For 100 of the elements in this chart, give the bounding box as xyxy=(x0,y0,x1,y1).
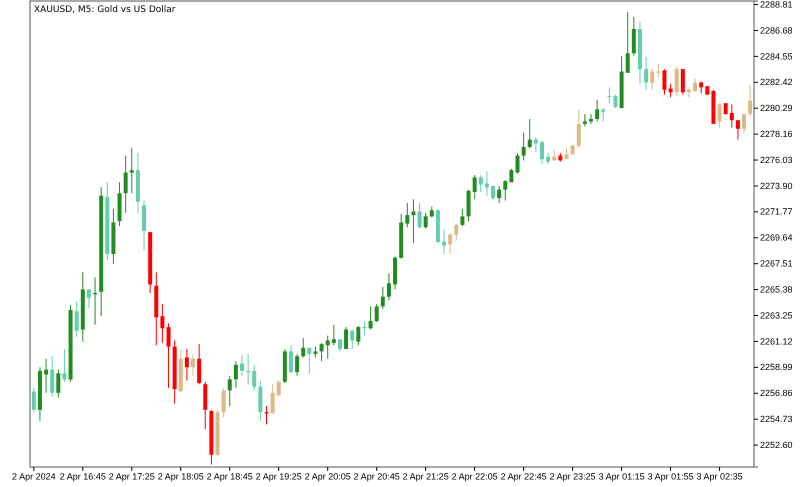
candlestick xyxy=(338,338,342,352)
y-tick-label: 2271.77 xyxy=(760,206,793,217)
candlestick xyxy=(130,148,134,194)
y-tick-label: 2263.25 xyxy=(760,310,793,320)
candlestick xyxy=(582,114,587,127)
candlestick xyxy=(62,348,66,382)
candlestick xyxy=(497,185,502,204)
candlestick xyxy=(380,286,385,310)
y-tick-label: 2252.60 xyxy=(760,440,793,450)
candlestick xyxy=(528,118,532,149)
candlestick xyxy=(32,387,36,413)
candlestick xyxy=(570,144,575,155)
x-tick-label: 2 Apr 19:25 xyxy=(256,471,302,482)
candlestick xyxy=(522,132,526,161)
y-tick-label: 2267.51 xyxy=(760,258,793,269)
candlestick xyxy=(320,342,324,362)
y-tick-label: 2273.90 xyxy=(760,180,793,191)
candlestick xyxy=(656,64,660,78)
candlestick xyxy=(730,104,734,128)
candlestick xyxy=(240,354,244,376)
candlestick xyxy=(644,56,648,90)
candlestick xyxy=(270,384,275,414)
candlestick xyxy=(160,303,164,344)
candlestick xyxy=(478,174,483,193)
candlestick xyxy=(405,202,410,228)
candlestick xyxy=(516,152,520,174)
candlestick xyxy=(674,66,679,96)
x-tick-label: 3 Apr 01:55 xyxy=(648,471,694,482)
y-tick-label: 2288.81 xyxy=(760,0,793,10)
x-tick-label: 2 Apr 23:25 xyxy=(550,471,596,482)
candlestick xyxy=(166,322,171,388)
candlestick xyxy=(50,356,54,397)
candlestick xyxy=(295,353,300,376)
candlestick xyxy=(588,114,593,124)
candlestick xyxy=(44,358,48,394)
y-tick-label: 2284.55 xyxy=(760,51,793,62)
candlestick xyxy=(418,202,422,230)
candlestick xyxy=(222,387,226,418)
candlestick xyxy=(350,329,354,350)
candlestick xyxy=(276,380,281,397)
candlestick xyxy=(607,86,612,104)
candlestick xyxy=(662,68,666,96)
candlestick xyxy=(748,84,752,118)
candlestick xyxy=(124,155,128,214)
candlestick xyxy=(699,80,704,94)
candlestick xyxy=(448,232,452,255)
y-tick-label: 2261.12 xyxy=(760,336,793,346)
candlestick xyxy=(86,288,91,308)
chart-title: XAUUSD, M5: Gold vs US Dollar xyxy=(34,5,176,15)
candlestick xyxy=(74,301,79,338)
candlestick xyxy=(491,185,496,202)
y-tick-label: 2276.03 xyxy=(760,154,793,165)
candlestick xyxy=(362,320,366,336)
candlestick xyxy=(184,348,189,382)
x-tick-label: 2 Apr 16:45 xyxy=(60,471,106,482)
x-tick-label: 2 Apr 21:25 xyxy=(402,471,449,482)
candlestick xyxy=(442,229,446,255)
candlestick xyxy=(344,326,348,350)
candlestick xyxy=(234,360,238,388)
y-tick-label: 2278.16 xyxy=(760,128,793,139)
candlestick xyxy=(326,335,330,360)
x-tick-label: 2 Apr 2024 xyxy=(12,471,56,482)
candlestick xyxy=(460,208,464,227)
y-tick-label: 2258.99 xyxy=(760,362,793,372)
candlestick xyxy=(472,174,477,200)
candlestick xyxy=(301,338,306,358)
candlestick xyxy=(313,346,318,358)
candlestick xyxy=(686,86,691,98)
x-tick-label: 2 Apr 17:25 xyxy=(108,471,155,482)
candlestick xyxy=(693,78,698,93)
x-tick-label: 2 Apr 22:05 xyxy=(452,471,498,482)
candlestick xyxy=(626,11,630,74)
x-tick-label: 3 Apr 01:15 xyxy=(598,471,645,482)
candlestick xyxy=(430,206,434,218)
x-tick-label: 2 Apr 20:05 xyxy=(304,471,351,482)
candlestick xyxy=(332,324,336,346)
candlestick xyxy=(552,148,556,161)
candlestick xyxy=(424,212,428,230)
candlestick xyxy=(484,170,489,196)
candlestick xyxy=(613,94,618,109)
y-tick-label: 2280.29 xyxy=(760,103,793,114)
candlestick xyxy=(264,406,268,425)
candlestick xyxy=(307,347,312,374)
y-tick-label: 2265.38 xyxy=(760,284,793,294)
candlestick xyxy=(356,325,360,346)
x-tick-label: 2 Apr 22:45 xyxy=(500,471,547,482)
candlestick xyxy=(454,223,458,242)
candlestick xyxy=(680,68,685,96)
candlestick xyxy=(718,102,722,128)
candlestick xyxy=(509,168,514,183)
y-tick-label: 2269.64 xyxy=(760,232,793,243)
x-tick-label: 2 Apr 18:05 xyxy=(158,471,204,482)
candlestick xyxy=(668,83,673,98)
candlestick xyxy=(374,303,379,323)
y-tick-label: 2282.42 xyxy=(760,77,793,88)
candlestick xyxy=(386,273,391,301)
candlestick xyxy=(368,306,373,330)
y-tick-label: 2286.68 xyxy=(760,25,793,36)
candlestick xyxy=(191,353,196,376)
candlestick xyxy=(595,99,600,122)
